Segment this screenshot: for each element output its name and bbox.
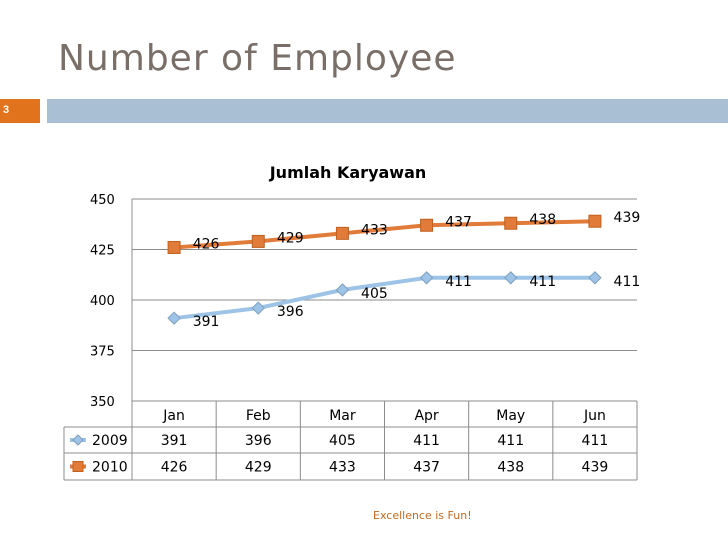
data-label: 426	[193, 236, 220, 252]
data-label: 411	[529, 274, 556, 290]
slide-title: Number of Employee	[58, 38, 457, 79]
table-cell: 405	[329, 433, 356, 449]
x-tick-label: Jan	[162, 408, 185, 424]
data-point-marker	[588, 271, 602, 285]
data-point-marker	[251, 301, 265, 315]
data-label: 396	[277, 304, 304, 320]
data-point-marker	[167, 240, 181, 254]
data-point-marker	[419, 271, 434, 285]
x-tick-label: May	[496, 408, 525, 424]
footer-text: Excellence is Fun!	[373, 509, 472, 522]
data-label: 411	[614, 274, 641, 290]
data-label: 411	[445, 274, 472, 290]
data-point-marker	[251, 234, 265, 248]
table-cell: 391	[161, 433, 188, 449]
data-point-marker	[335, 283, 350, 297]
table-cell: 426	[161, 460, 188, 476]
legend-label: 2009	[92, 433, 128, 449]
table-cell: 411	[497, 433, 524, 449]
data-label: 433	[361, 222, 388, 238]
data-label: 429	[277, 230, 304, 246]
table-cell: 396	[245, 433, 272, 449]
table-cell: 438	[497, 460, 524, 476]
table-cell: 437	[413, 460, 440, 476]
y-tick-label: 450	[90, 193, 115, 208]
x-tick-label: Jun	[583, 408, 606, 424]
series-line-2010	[173, 219, 595, 250]
data-label: 405	[361, 286, 388, 302]
data-label: 391	[193, 314, 220, 330]
data-label: 438	[529, 212, 556, 228]
y-tick-label: 350	[90, 395, 115, 410]
y-tick-label: 375	[90, 345, 115, 360]
data-point-marker	[167, 311, 181, 325]
x-tick-label: Mar	[329, 408, 356, 424]
data-point-marker	[504, 271, 518, 285]
table-cell: 411	[582, 433, 609, 449]
series-line-2009	[173, 275, 595, 321]
legend-marker	[72, 434, 84, 446]
table-cell: 411	[413, 433, 440, 449]
y-tick-label: 425	[90, 244, 115, 259]
accent-bar-right	[47, 99, 728, 123]
data-point-marker	[420, 218, 434, 232]
table-cell: 439	[582, 460, 609, 476]
legend-marker	[72, 461, 84, 472]
accent-bar-left	[0, 99, 40, 123]
data-label: 437	[445, 214, 472, 230]
legend-label: 2010	[92, 460, 128, 476]
x-tick-label: Feb	[246, 408, 271, 424]
table-cell: 429	[245, 460, 272, 476]
chart-title: Jumlah Karyawan	[269, 163, 427, 182]
data-point-marker	[335, 226, 349, 240]
data-point-marker	[504, 216, 518, 230]
slide-number: 3	[3, 104, 10, 116]
x-tick-label: Apr	[414, 408, 438, 424]
y-tick-label: 400	[90, 294, 115, 309]
data-point-marker	[588, 214, 602, 228]
table-cell: 433	[329, 460, 356, 476]
data-label: 439	[614, 210, 641, 226]
